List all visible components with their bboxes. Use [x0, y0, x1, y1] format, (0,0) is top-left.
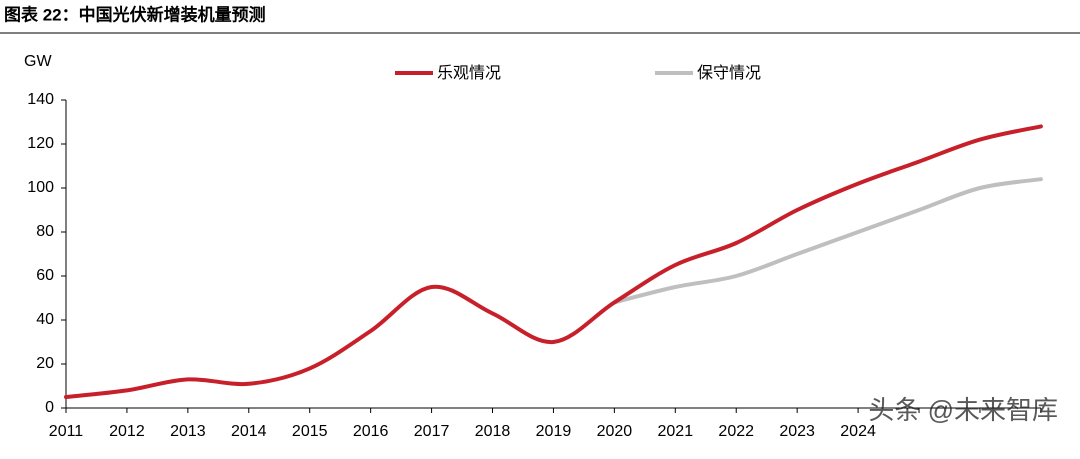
chart-title: 图表 22：中国光伏新增装机量预测: [4, 4, 266, 24]
x-tick-label: 2011: [49, 423, 84, 440]
y-tick-label: 40: [36, 311, 54, 328]
x-tick-label: 2020: [597, 423, 633, 440]
watermark: 头条 @未来智库: [868, 395, 1058, 425]
x-tick-label: 2014: [231, 423, 267, 440]
y-tick-label: 100: [27, 179, 54, 196]
x-tick-label: 2015: [292, 423, 328, 440]
series-line: [64, 124, 1043, 399]
legend-label: 乐观情况: [437, 64, 501, 82]
x-tick-label: 2022: [718, 423, 754, 440]
x-tick-label: 2018: [475, 423, 511, 440]
y-tick-label: 120: [27, 135, 54, 152]
y-axis-label: GW: [24, 53, 52, 70]
series-line: [612, 177, 1043, 305]
x-tick-label: 2023: [779, 423, 815, 440]
x-tick-label: 2019: [536, 423, 572, 440]
y-tick-label: 60: [36, 267, 54, 284]
y-tick-label: 20: [36, 355, 54, 372]
y-tick-label: 140: [27, 91, 54, 108]
legend-label: 保守情况: [697, 64, 761, 82]
y-tick-label: 80: [36, 223, 54, 240]
y-tick-label: 0: [45, 399, 54, 416]
x-tick-label: 2012: [109, 423, 145, 440]
x-tick-label: 2013: [170, 423, 206, 440]
x-tick-label: 2024: [840, 423, 876, 440]
x-tick-label: 2017: [414, 423, 450, 440]
x-tick-label: 2016: [353, 423, 389, 440]
x-tick-label: 2021: [658, 423, 694, 440]
